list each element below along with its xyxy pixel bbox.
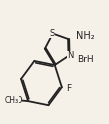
Text: N: N xyxy=(67,51,74,60)
Text: NH₂: NH₂ xyxy=(76,31,94,41)
Text: BrH: BrH xyxy=(77,55,94,64)
Text: S: S xyxy=(50,29,55,38)
Text: CH₃: CH₃ xyxy=(5,96,19,105)
Text: F: F xyxy=(66,84,71,93)
Text: O: O xyxy=(15,96,22,105)
